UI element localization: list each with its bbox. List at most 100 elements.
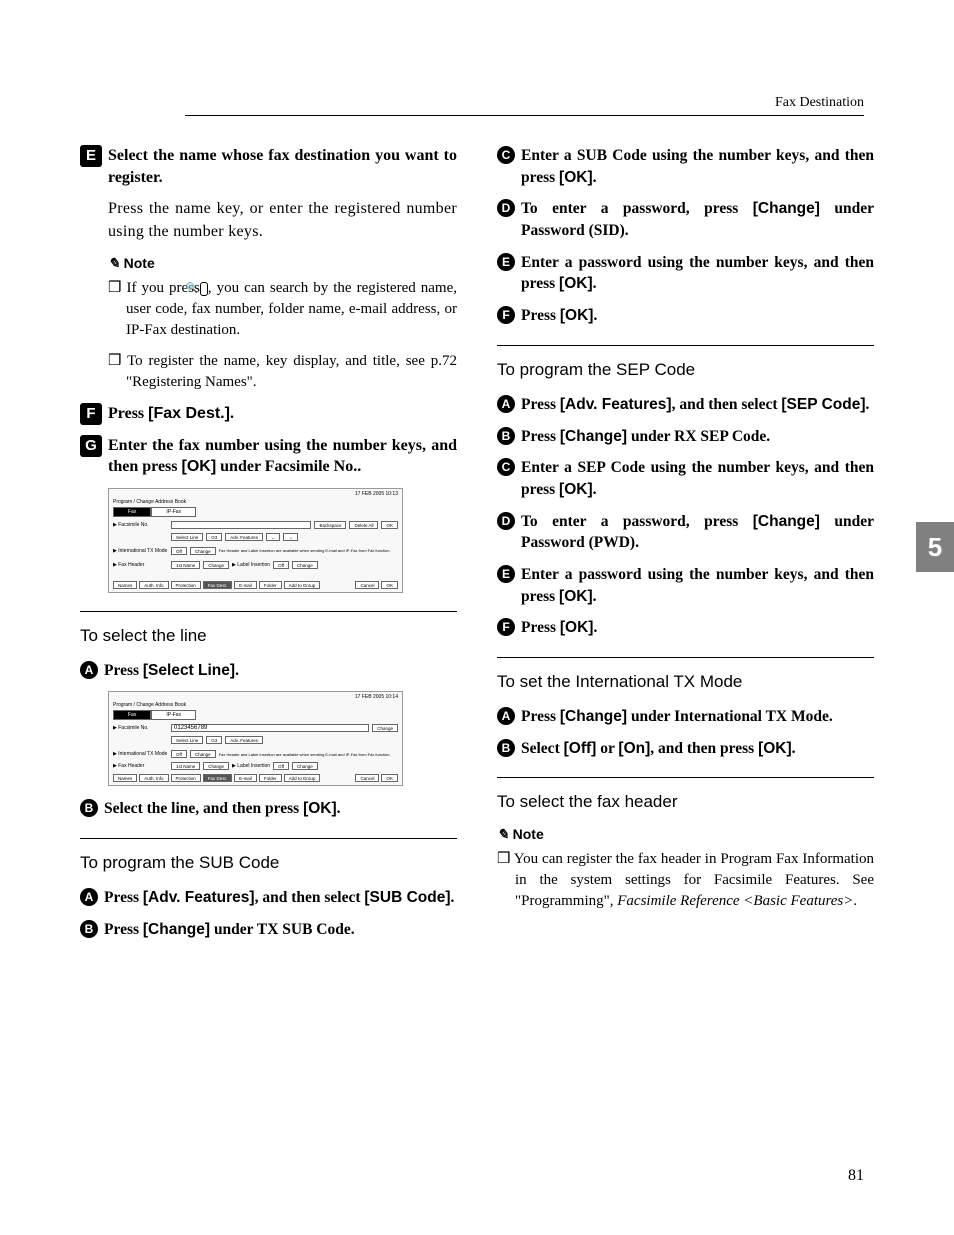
sc-num-4: D bbox=[497, 199, 515, 217]
sub-code-title: To program the SUB Code bbox=[80, 853, 457, 873]
ss1-adv: Adv. Features bbox=[225, 533, 263, 541]
header-rule bbox=[185, 115, 864, 116]
ss2-change1: Change bbox=[190, 750, 216, 758]
ss2-change: Change bbox=[372, 724, 398, 732]
faxheader-note: You can register the fax header in Progr… bbox=[515, 849, 874, 912]
subcode-6: F Press [OK]. bbox=[497, 305, 874, 327]
step-6-num: F bbox=[80, 403, 102, 425]
ss2-b7: Add to Group bbox=[284, 774, 321, 782]
sepcode-4: D To enter a password, press [Change] un… bbox=[497, 511, 874, 554]
ss2-tab-fax: Fax bbox=[113, 710, 151, 720]
ss2-b1: Names bbox=[113, 774, 137, 782]
ss1-ok: OK bbox=[381, 521, 398, 529]
ss1-b2: Auth. Info bbox=[139, 581, 168, 589]
note-header-1: Note bbox=[108, 255, 457, 272]
ss1-b4: Fax Dest. bbox=[203, 581, 232, 589]
ss1-b3: Protection bbox=[171, 581, 201, 589]
itx-num-1: A bbox=[497, 707, 515, 725]
intltx-1: A Press [Change] under International TX … bbox=[497, 706, 874, 728]
sl-text-1: Press [Select Line]. bbox=[104, 660, 457, 682]
step-5: E Select the name whose fax destination … bbox=[80, 145, 457, 188]
ss2-change2: Change bbox=[203, 762, 229, 770]
ss1-firstname: 1st Name bbox=[171, 561, 200, 569]
rule-2 bbox=[80, 838, 457, 839]
ss1-g3: G3 bbox=[206, 533, 222, 541]
screenshot-1: 17 FEB 2005 10:13 Program / Change Addre… bbox=[108, 488, 403, 593]
sc-num-6: F bbox=[497, 306, 515, 324]
ss1-b5: E-mail bbox=[234, 581, 257, 589]
sc-text-1: Press [Adv. Features], and then select [… bbox=[104, 887, 457, 909]
sep-num-5: E bbox=[497, 565, 515, 583]
ss1-off2: Off bbox=[273, 561, 289, 569]
step-6-text: Press [Fax Dest.]. bbox=[108, 403, 457, 425]
sc-text-2: Press [Change] under TX SUB Code. bbox=[104, 919, 457, 941]
selectline-1: A Press [Select Line]. bbox=[80, 660, 457, 682]
rule-1 bbox=[80, 611, 457, 612]
ss1-tab-ipfax: IP-Fax bbox=[151, 507, 196, 517]
intltx-2: B Select [Off] or [On], and then press [… bbox=[497, 738, 874, 760]
screenshot-2: 17 FEB 2005 10:14 Program / Change Addre… bbox=[108, 691, 403, 786]
ss1-timestamp: 17 FEB 2005 10:13 bbox=[355, 491, 398, 497]
sep-text-3: Enter a SEP Code using the number keys, … bbox=[521, 457, 874, 500]
ss2-b6: Folder bbox=[259, 774, 282, 782]
subcode-5: E Enter a password using the number keys… bbox=[497, 252, 874, 295]
sc-num-2: B bbox=[80, 920, 98, 938]
ss1-deleteall: Delete All bbox=[349, 521, 378, 529]
sep-text-2: Press [Change] under RX SEP Code. bbox=[521, 426, 874, 448]
right-column: C Enter a SUB Code using the number keys… bbox=[497, 145, 874, 951]
ss1-arrow1: ← bbox=[266, 533, 281, 541]
page-number: 81 bbox=[848, 1167, 864, 1185]
ss2-b3: Protection bbox=[171, 774, 201, 782]
ss2-g3: G3 bbox=[206, 736, 222, 744]
sepcode-1: A Press [Adv. Features], and then select… bbox=[497, 394, 874, 416]
ss1-b7: Add to Group bbox=[284, 581, 321, 589]
sc-text-4: To enter a password, press [Change] unde… bbox=[521, 198, 874, 241]
step-5-title: Select the name whose fax destination yo… bbox=[108, 145, 457, 188]
sep-code-title: To program the SEP Code bbox=[497, 360, 874, 380]
sc-text-3: Enter a SUB Code using the number keys, … bbox=[521, 145, 874, 188]
ss2-intl-label: ▶ International TX Mode bbox=[113, 751, 168, 757]
itx-text-2: Select [Off] or [On], and then press [OK… bbox=[521, 738, 874, 760]
intl-tx-title: To set the International TX Mode bbox=[497, 672, 874, 692]
sc-num-3: C bbox=[497, 146, 515, 164]
sep-num-6: F bbox=[497, 618, 515, 636]
rule-4 bbox=[497, 657, 874, 658]
ss1-intl-label: ▶ International TX Mode bbox=[113, 548, 168, 554]
ss1-backspace: Backspace bbox=[314, 521, 346, 529]
subcode-2: B Press [Change] under TX SUB Code. bbox=[80, 919, 457, 941]
sl-text-2: Select the line, and then press [OK]. bbox=[104, 798, 457, 820]
step-7-text: Enter the fax number using the number ke… bbox=[108, 435, 457, 478]
note-2: To register the name, key display, and t… bbox=[126, 351, 457, 393]
ss2-cancel: Cancel bbox=[355, 774, 379, 782]
selectline-2: B Select the line, and then press [OK]. bbox=[80, 798, 457, 820]
ss2-adv: Adv. Features bbox=[225, 736, 263, 744]
ss2-change3: Change bbox=[292, 762, 318, 770]
ss1-ok2: OK bbox=[381, 581, 398, 589]
step-7-num: G bbox=[80, 435, 102, 457]
sepcode-5: E Enter a password using the number keys… bbox=[497, 564, 874, 607]
sep-text-1: Press [Adv. Features], and then select [… bbox=[521, 394, 874, 416]
itx-text-1: Press [Change] under International TX Mo… bbox=[521, 706, 874, 728]
fax-header-title: To select the fax header bbox=[497, 792, 874, 812]
note-1: If you press🔍, you can search by the reg… bbox=[126, 278, 457, 341]
rule-3 bbox=[497, 345, 874, 346]
ss1-cancel: Cancel bbox=[355, 581, 379, 589]
side-tab: 5 bbox=[916, 522, 954, 572]
ss2-header: Program / Change Address Book bbox=[113, 702, 186, 708]
ss2-firstname: 1st Name bbox=[171, 762, 200, 770]
select-line-title: To select the line bbox=[80, 626, 457, 646]
left-column: E Select the name whose fax destination … bbox=[80, 145, 457, 951]
sc-num-1: A bbox=[80, 888, 98, 906]
sc-num-5: E bbox=[497, 253, 515, 271]
ss1-off: Off bbox=[171, 547, 187, 555]
step-7: G Enter the fax number using the number … bbox=[80, 435, 457, 478]
ss1-change2: Change bbox=[203, 561, 229, 569]
ss1-b6: Folder bbox=[259, 581, 282, 589]
page-header: Fax Destination bbox=[775, 95, 864, 111]
sep-text-6: Press [OK]. bbox=[521, 617, 874, 639]
ss1-tab-fax: Fax bbox=[113, 507, 151, 517]
sepcode-6: F Press [OK]. bbox=[497, 617, 874, 639]
ss1-labelins: ▶ Label Insertion bbox=[232, 562, 270, 568]
ss2-labelins: ▶ Label Insertion bbox=[232, 763, 270, 769]
ss1-fax-input bbox=[171, 521, 311, 529]
